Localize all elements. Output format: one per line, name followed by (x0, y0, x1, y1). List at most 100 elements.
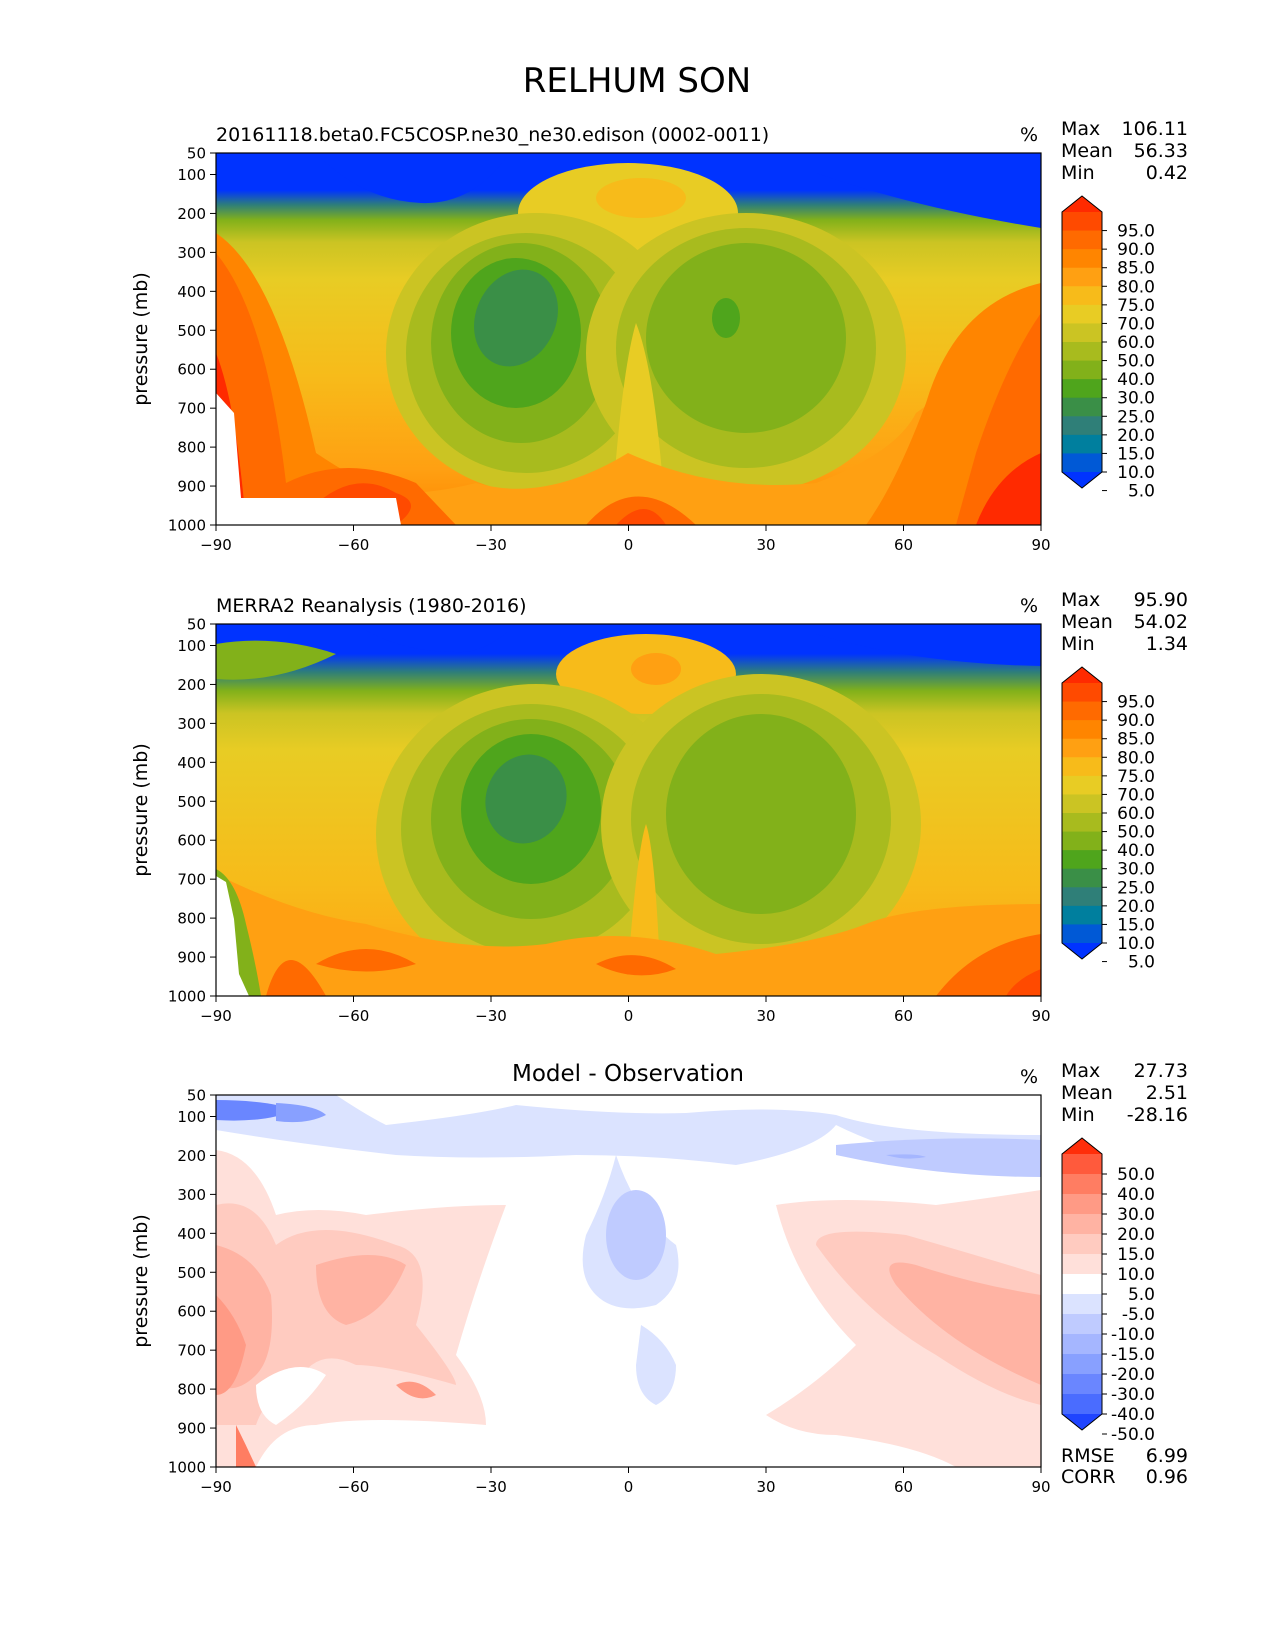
colorbar-level: 90.0 (1117, 711, 1155, 731)
colorbar-level: 10.0 (1117, 463, 1155, 483)
units-label: % (1020, 595, 1038, 617)
x-tick-label: −90 (200, 1478, 232, 1496)
y-tick-label: 50 (187, 145, 206, 163)
x-tick-label: 60 (894, 1478, 913, 1496)
colorbar-level: 40.0 (1117, 370, 1155, 390)
colorbar-level: -10.0 (1111, 1325, 1155, 1345)
y-tick-label: 500 (177, 322, 206, 340)
colorbar-swatch (1062, 868, 1102, 888)
colorbar-swatch (1062, 416, 1102, 436)
stat-label: Max (1061, 589, 1100, 611)
corr-value: 0.96 (1146, 1466, 1188, 1488)
colorbar-swatch (1062, 683, 1102, 703)
x-tick-label: 30 (756, 1007, 775, 1025)
colorbar: 50.040.030.020.015.010.05.0-5.0-10.0-15.… (1061, 1137, 1155, 1445)
y-tick-label: 1000 (168, 988, 206, 1006)
colorbar-swatch (1062, 342, 1102, 362)
colorbar-level: 60.0 (1117, 333, 1155, 353)
colorbar-swatch (1062, 434, 1102, 454)
stat-value: 1.34 (1146, 633, 1188, 655)
colorbar-level: 30.0 (1117, 1205, 1155, 1225)
colorbar-swatch (1062, 887, 1102, 907)
colorbar-swatch (1062, 379, 1102, 399)
colorbar-swatch (1062, 701, 1102, 721)
colorbar-level: -40.0 (1111, 1405, 1155, 1425)
colorbar-level: 5.0 (1128, 1285, 1155, 1305)
x-tick-label: −60 (338, 1478, 370, 1496)
x-tick-label: −60 (338, 536, 370, 554)
stat-value: 56.33 (1134, 140, 1188, 162)
x-tick-labels: −90 −60 −30 0 30 60 90 (200, 996, 1051, 1025)
y-tick-label: 1000 (168, 517, 206, 535)
colorbar-level: 60.0 (1117, 804, 1155, 824)
colorbar-swatch (1062, 757, 1102, 777)
field-difference (216, 1095, 1041, 1467)
colorbar-swatch (1062, 1374, 1102, 1395)
rmse-label: RMSE (1061, 1445, 1115, 1467)
stat-label: Min (1061, 633, 1095, 655)
colorbar-swatch (1062, 212, 1102, 232)
x-tick-label: −90 (200, 536, 232, 554)
colorbar-level: 85.0 (1117, 730, 1155, 750)
colorbar-level: 75.0 (1117, 767, 1155, 787)
colorbar-swatch (1062, 1274, 1102, 1295)
colorbar-level: 70.0 (1117, 314, 1155, 334)
colorbar-swatch (1062, 794, 1102, 814)
colorbar-level: -15.0 (1111, 1345, 1155, 1365)
colorbar-swatch (1062, 1154, 1102, 1175)
colorbar-extend-top (1062, 196, 1102, 212)
colorbar-level: 5.0 (1128, 482, 1155, 502)
x-tick-label: 0 (624, 536, 634, 554)
x-tick-label: −60 (338, 1007, 370, 1025)
y-tick-label: 600 (177, 1303, 206, 1321)
stat-label: Min (1061, 162, 1095, 184)
x-tick-label: −30 (475, 536, 507, 554)
colorbar-swatch (1062, 1234, 1102, 1255)
colorbar-level: 95.0 (1117, 222, 1155, 242)
stats-table: Max 95.90 Mean 54.02 Min 1.34 (1061, 589, 1188, 655)
figure-title: RELHUM SON (523, 61, 751, 101)
y-tick-label: 100 (177, 1108, 206, 1126)
x-tick-label: 90 (1031, 1478, 1050, 1496)
corr-label: CORR (1061, 1466, 1116, 1488)
colorbar-extend-bottom (1062, 472, 1102, 488)
colorbar-swatch (1062, 905, 1102, 925)
colorbar-level: 40.0 (1117, 1185, 1155, 1205)
colorbar-level: 30.0 (1117, 389, 1155, 409)
colorbar-level: 80.0 (1117, 277, 1155, 297)
stat-label: Max (1061, 1060, 1100, 1082)
colorbar-swatch (1062, 720, 1102, 740)
colorbar-swatch (1062, 1174, 1102, 1195)
colorbar-level: 70.0 (1117, 785, 1155, 805)
stat-value: 2.51 (1146, 1082, 1188, 1104)
colorbar-level: 50.0 (1117, 352, 1155, 372)
stat-label: Mean (1061, 140, 1113, 162)
panel-difference: Model - Observation % pressure (mb) 50 10… (130, 1060, 1188, 1496)
colorbar-swatch (1062, 831, 1102, 851)
y-tick-label: 500 (177, 1264, 206, 1282)
x-tick-label: 0 (624, 1478, 634, 1496)
colorbar-swatch (1062, 360, 1102, 380)
y-tick-label: 600 (177, 361, 206, 379)
colorbar-swatch (1062, 1214, 1102, 1235)
y-tick-label: 50 (187, 1087, 206, 1105)
x-tick-label: 30 (756, 536, 775, 554)
stat-value: 0.42 (1146, 162, 1188, 184)
colorbar-swatch (1062, 286, 1102, 306)
stat-value: 106.11 (1122, 118, 1188, 140)
colorbar-swatch (1062, 1354, 1102, 1375)
colorbar: 95.090.085.080.075.070.060.050.040.030.0… (1061, 666, 1155, 973)
colorbar-swatch (1062, 323, 1102, 343)
colorbar: 95.090.085.080.075.070.060.050.040.030.0… (1061, 195, 1155, 502)
y-tick-label: 700 (177, 871, 206, 889)
panel-subtitle: 20161118.beta0.FC5COSP.ne30_ne30.edison … (216, 124, 769, 146)
x-tick-label: 30 (756, 1478, 775, 1496)
colorbar-swatch (1062, 924, 1102, 944)
colorbar-swatch (1062, 775, 1102, 795)
colorbar-level: 25.0 (1117, 878, 1155, 898)
y-tick-label: 1000 (168, 1459, 206, 1477)
colorbar-extend-top (1062, 667, 1102, 683)
panel-subtitle: MERRA2 Reanalysis (1980-2016) (216, 595, 527, 617)
colorbar-level: -50.0 (1111, 1425, 1155, 1445)
